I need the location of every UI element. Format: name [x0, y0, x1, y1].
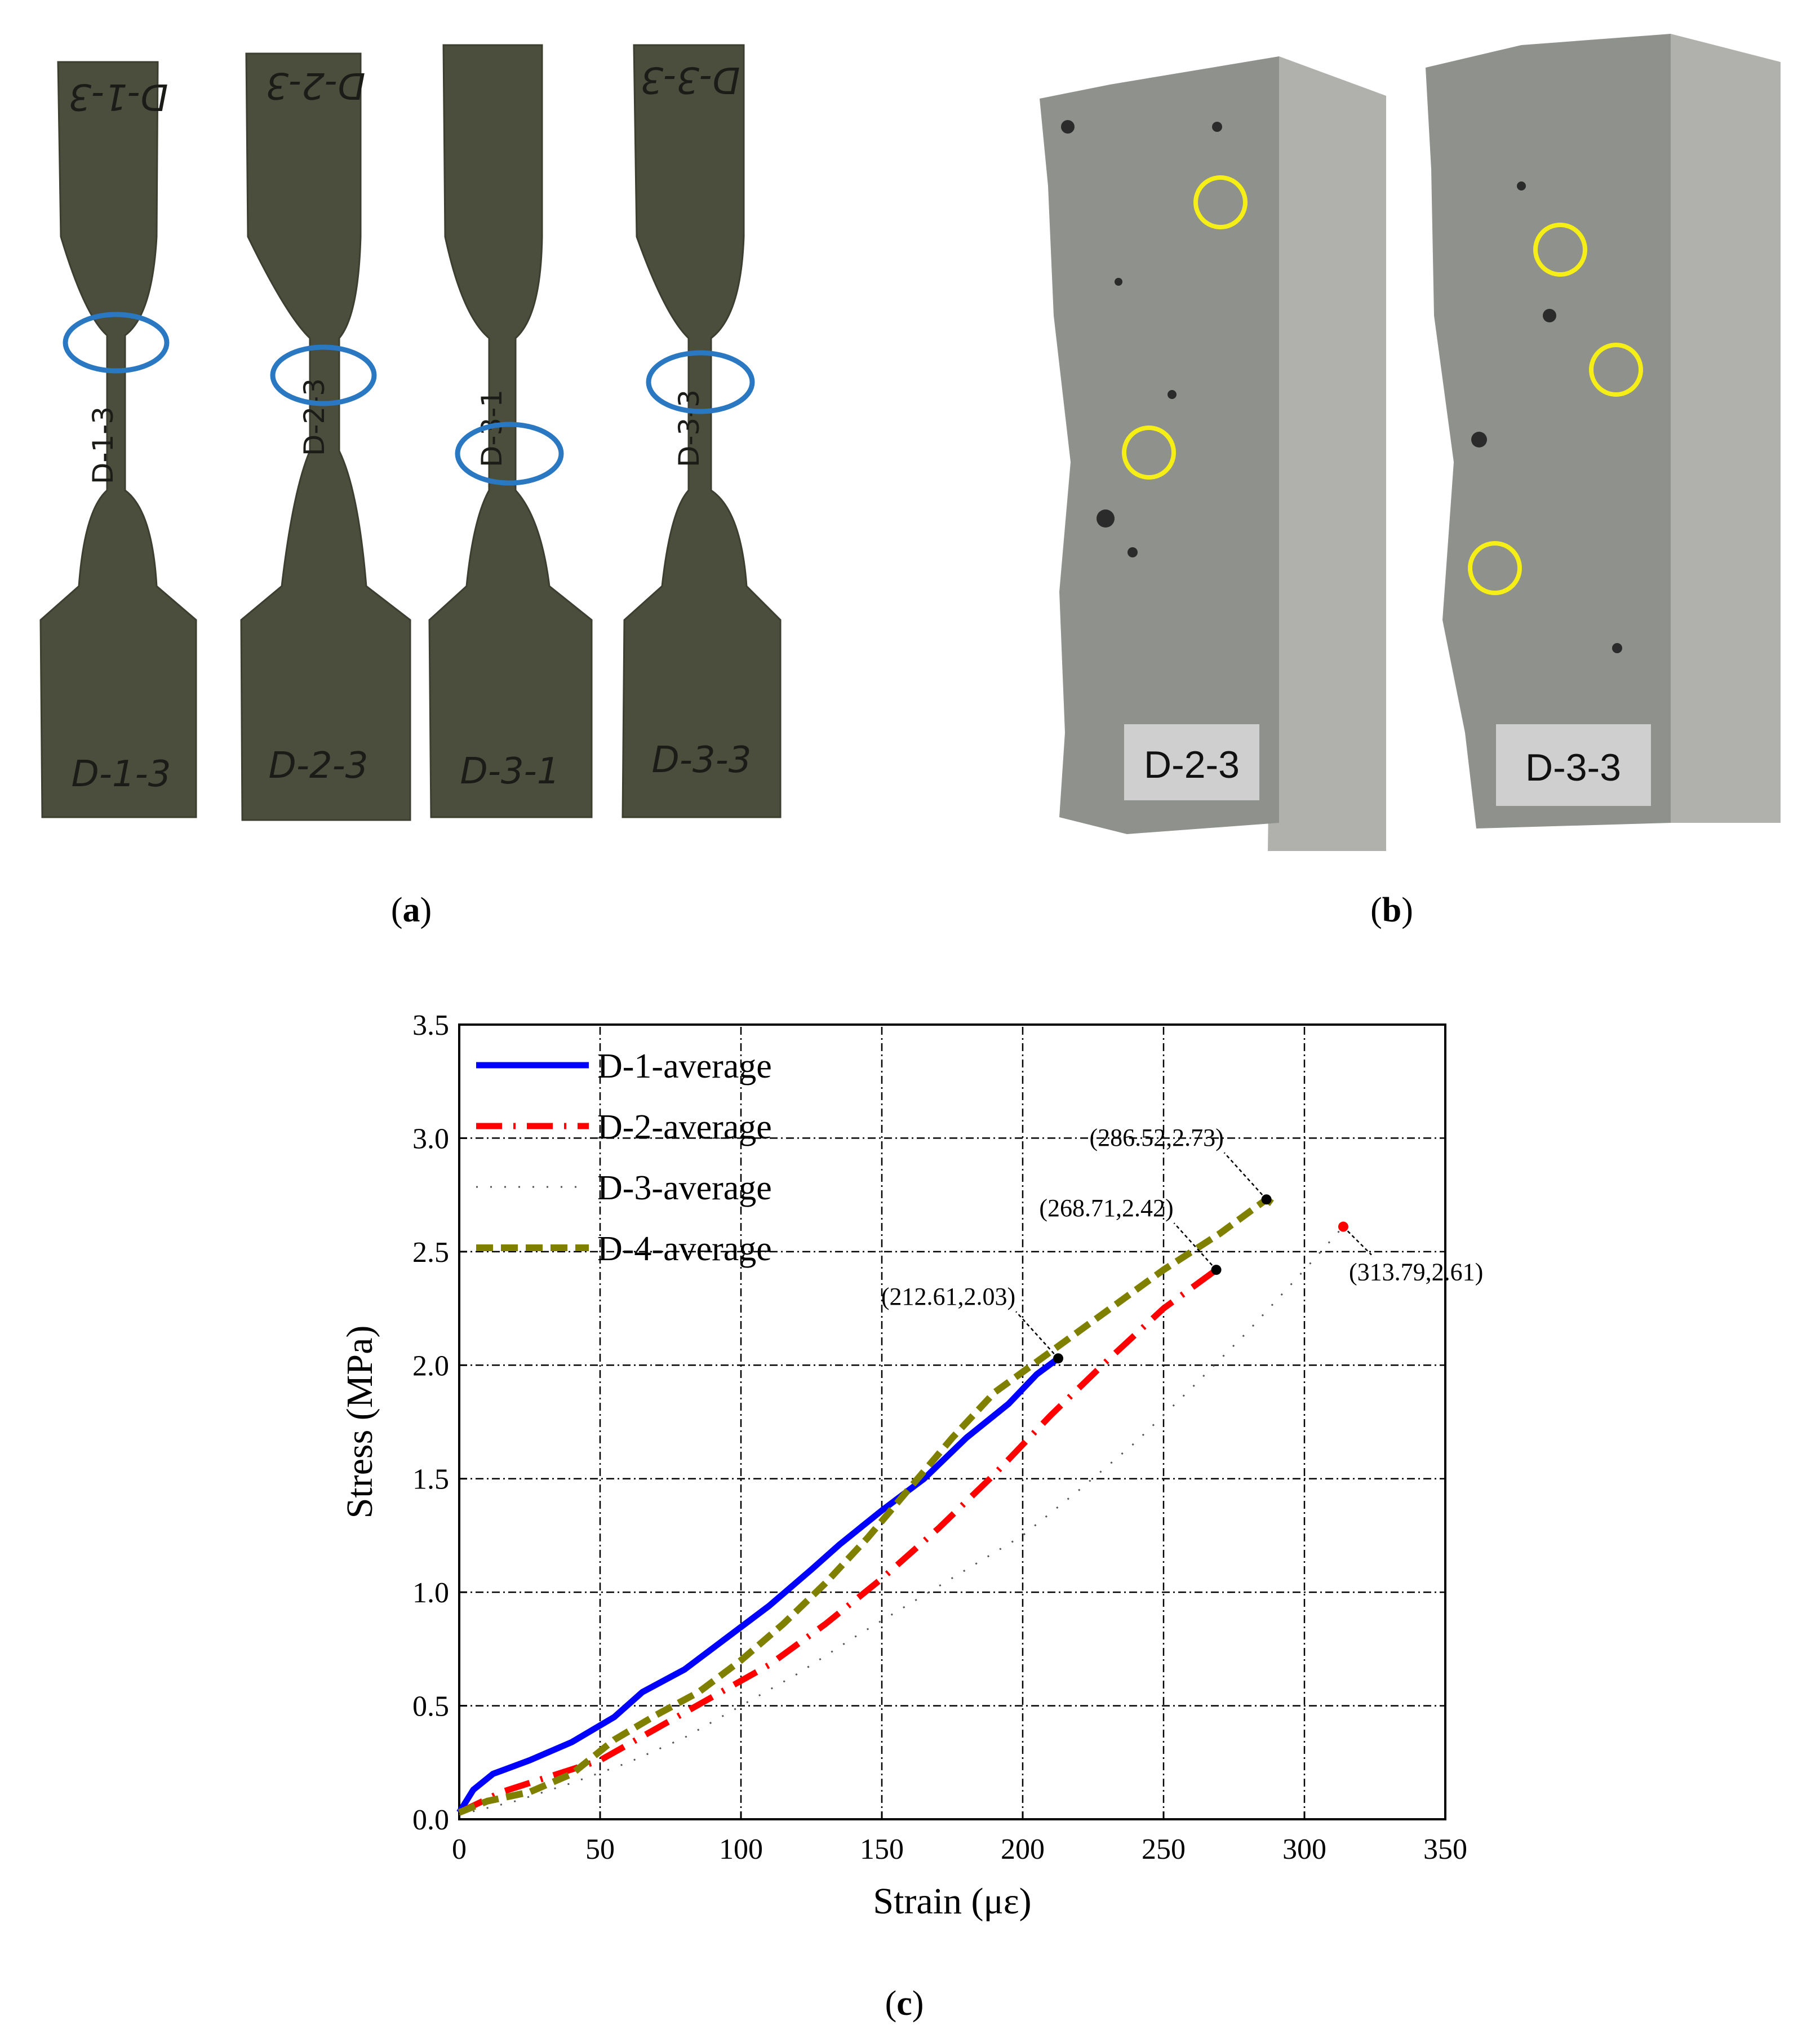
x-tick-label: 200 — [1001, 1833, 1045, 1865]
y-tick-label: 3.5 — [412, 1009, 449, 1042]
annotation-label: (313.79,2.61) — [1349, 1258, 1483, 1286]
y-tick-label: 2.0 — [412, 1350, 449, 1382]
specimen-d-2-3: D-2-3 D-2-3 D-2-3 — [240, 52, 411, 821]
annotation-leader — [1015, 1311, 1059, 1359]
chart-annotations: (212.61,2.03) (268.71,2.42) (286.52,2.73) (… — [881, 1124, 1483, 1364]
specimen-body — [240, 52, 411, 821]
specimen-label: D-1-3 — [72, 754, 171, 795]
fracture-surface — [1040, 56, 1279, 834]
chart-legend: D-1-average D-2-average D-3-average D-4-ave… — [476, 1047, 772, 1268]
plot-frame — [458, 1023, 1446, 1820]
fracture-location-marker — [63, 312, 170, 374]
fracture-location-marker — [455, 422, 564, 486]
specimen-d-3-3: D-3-3 D-3-3 D-3-3 — [622, 44, 782, 818]
specimen-mid-mark: D-1-3 — [87, 406, 119, 484]
x-tick-label: 100 — [719, 1833, 763, 1865]
y-tick-label: 1.5 — [412, 1464, 449, 1496]
section-label: D-3-3 — [1525, 746, 1621, 789]
pore — [1612, 643, 1622, 653]
section-label-box — [1496, 724, 1651, 806]
x-axis-label: Strain (με) — [873, 1881, 1031, 1922]
section-label-box — [1124, 724, 1259, 800]
specimen-label: D-2-3 — [269, 745, 369, 787]
panel-a-photo: D-1-3 D-1-3 D-1-3 D-2-3 D-2-3 D-2-3 D-3-… — [39, 44, 782, 821]
legend-label: D-4-average — [597, 1230, 772, 1268]
x-tick-label: 0 — [452, 1833, 467, 1865]
pore — [1517, 181, 1526, 190]
specimen-mid-mark: D-3-3 — [673, 389, 705, 467]
annotation-label: (268.71,2.42) — [1039, 1194, 1173, 1222]
legend-label: D-3-average — [597, 1169, 772, 1207]
pore — [1127, 547, 1138, 557]
specimen-body — [622, 44, 782, 818]
specimen-side-face — [1268, 56, 1386, 851]
annotation-dot — [1211, 1265, 1222, 1275]
specimen-label: D-3-1 — [460, 751, 560, 792]
pore — [1212, 122, 1222, 132]
specimen-top-mark: D-3-3 — [641, 59, 740, 100]
specimen-side-face — [1671, 34, 1781, 823]
y-tick-label: 0.0 — [412, 1804, 449, 1836]
axis-ticks: 0 50 100 150 200 250 300 350 0.0 0.5 1.0 1.5 2.0 2.5 3… — [412, 1009, 1467, 1865]
pore — [1061, 120, 1075, 134]
x-tick-label: 350 — [1423, 1833, 1467, 1865]
annotation-leader — [1223, 1152, 1267, 1200]
x-tick-label: 250 — [1142, 1833, 1186, 1865]
fracture-location-marker — [270, 344, 377, 406]
fracture-surface — [1426, 34, 1671, 828]
x-tick-label: 300 — [1282, 1833, 1326, 1865]
legend-label: D-1-average — [597, 1047, 772, 1085]
annotation-dot — [1338, 1221, 1348, 1232]
panel-b-photo: D-2-3 D-3-3 — [1040, 34, 1781, 851]
specimen-label: D-3-3 — [652, 739, 752, 781]
pore-marker — [1533, 223, 1587, 277]
caption-b: (b) — [1370, 891, 1413, 929]
x-tick-label: 150 — [860, 1833, 904, 1865]
annotation-leader — [1343, 1226, 1372, 1256]
pore — [1097, 509, 1115, 528]
pore-marker — [1589, 343, 1643, 397]
series-line-d-1-average — [456, 1355, 1062, 1814]
fracture-location-marker — [646, 350, 755, 414]
x-tick-label: 50 — [585, 1833, 615, 1865]
stress-strain-chart: 0 50 100 150 200 250 300 350 0.0 0.5 1.0 1.5 2.0 2.5 3… — [339, 1009, 1483, 1922]
series-line-d-2-average — [458, 1267, 1218, 1815]
annotation-dot — [1261, 1194, 1272, 1205]
cross-section-d-3-3: D-3-3 — [1426, 34, 1781, 828]
specimen-body — [428, 44, 593, 818]
pore — [1543, 309, 1556, 322]
specimen-top-mark: D-1-3 — [69, 76, 168, 117]
chart-series — [456, 1196, 1344, 1816]
caption-a: (a) — [390, 891, 432, 929]
pore-marker — [1468, 541, 1522, 595]
y-tick-label: 3.0 — [412, 1123, 449, 1155]
y-tick-label: 0.5 — [412, 1691, 449, 1723]
pore — [1168, 390, 1177, 399]
specimen-d-1-3: D-1-3 D-1-3 D-1-3 — [39, 61, 197, 818]
series-line-d-4-average — [458, 1196, 1279, 1816]
section-label: D-2-3 — [1144, 743, 1240, 786]
cross-section-d-2-3: D-2-3 — [1040, 56, 1386, 851]
series-line-d-3-average — [459, 1226, 1344, 1816]
y-axis-label: Stress (MPa) — [339, 1326, 380, 1519]
specimen-top-mark: D-2-3 — [266, 64, 366, 106]
y-tick-label: 1.0 — [412, 1577, 449, 1609]
y-tick-label: 2.5 — [412, 1237, 449, 1269]
pore-marker — [1193, 175, 1248, 229]
caption-c: (c) — [885, 1984, 924, 2023]
pore — [1471, 432, 1487, 447]
annotation-label: (286.52,2.73) — [1089, 1124, 1223, 1151]
specimen-d-3-1: D-3-1 D-3-1 — [428, 44, 593, 818]
legend-label: D-2-average — [597, 1108, 772, 1146]
annotation-label: (212.61,2.03) — [881, 1283, 1015, 1310]
pore — [1115, 278, 1122, 286]
specimen-mid-mark: D-2-3 — [298, 378, 331, 456]
pore-marker — [1122, 426, 1176, 480]
annotation-dot — [1053, 1353, 1064, 1364]
annotation-leader — [1173, 1222, 1217, 1270]
